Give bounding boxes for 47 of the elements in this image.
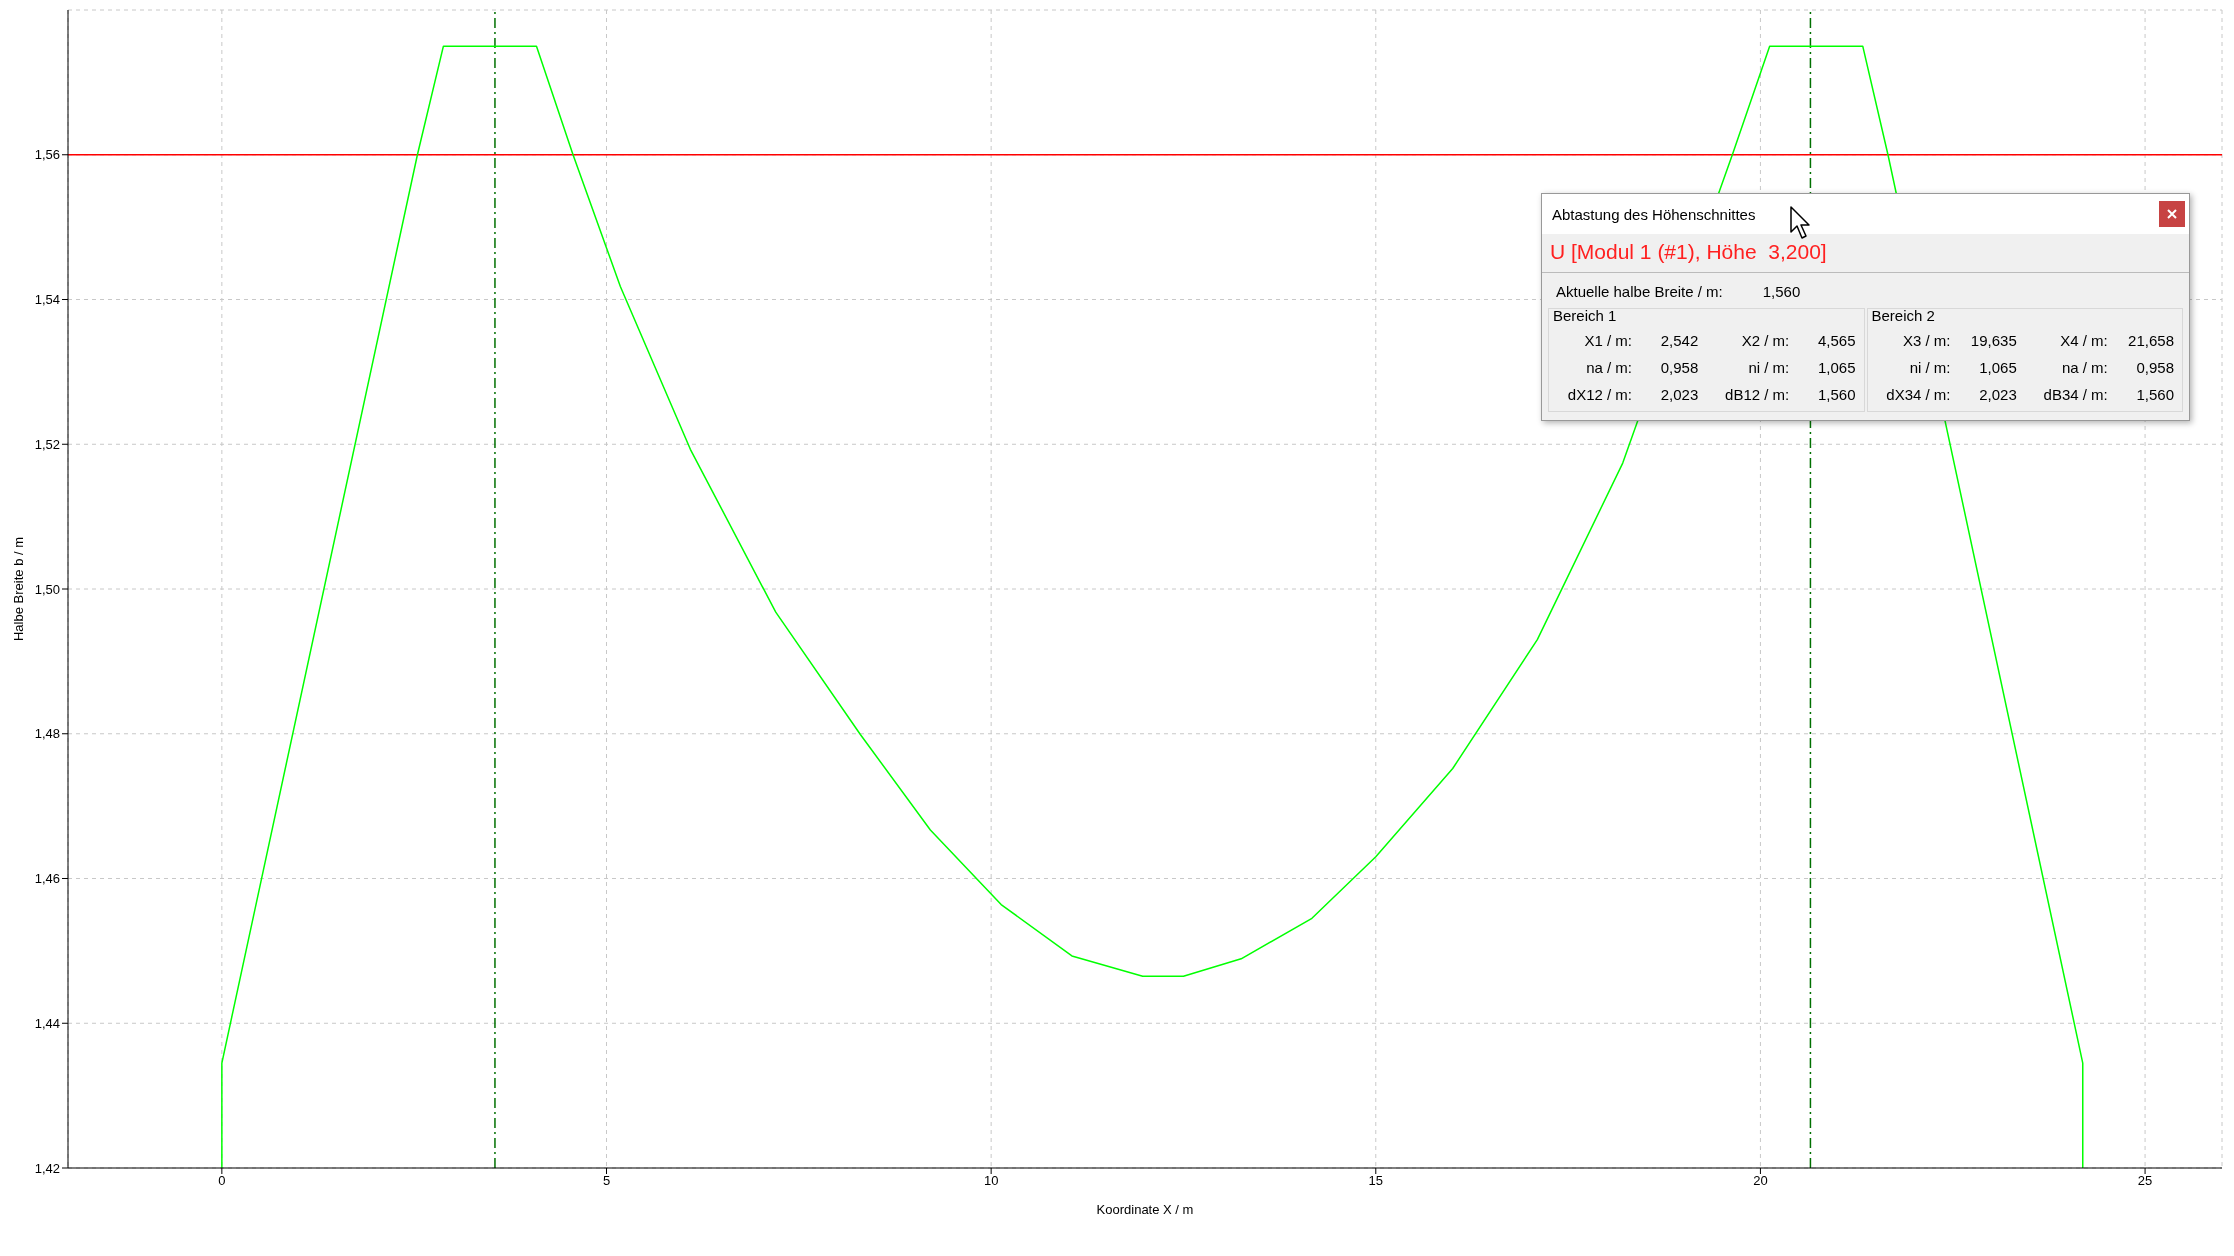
y-tick-label: 1,50 bbox=[34, 581, 60, 597]
annotation: 19,635 bbox=[1969, 332, 2018, 349]
annotation: 1,560 bbox=[1816, 386, 1857, 403]
x-tick-label: 10 bbox=[983, 1173, 999, 1189]
y-tick-label: 1,56 bbox=[34, 147, 60, 163]
annotation: X1 / m: bbox=[1583, 332, 1634, 349]
annotation: Bereich 2 bbox=[1870, 307, 1936, 324]
annotation: 0,958 bbox=[2135, 359, 2175, 376]
annotation: U [Modul 1 (#1), Höhe 3,200] bbox=[1542, 234, 2189, 273]
annotation: 2,023 bbox=[1978, 386, 2018, 403]
y-axis-title: Halbe Breite b / m bbox=[10, 536, 26, 642]
x-tick-label: 20 bbox=[1753, 1173, 1768, 1189]
annotation: 1,065 bbox=[1978, 359, 2018, 376]
x-tick-label: 0 bbox=[218, 1173, 226, 1189]
annotation: ni / m: bbox=[1747, 359, 1791, 376]
y-tick-label: 1,48 bbox=[34, 726, 60, 742]
x-tick-label: 5 bbox=[602, 1173, 611, 1189]
annotation: 2,023 bbox=[1659, 386, 1700, 403]
annotation: 1,065 bbox=[1816, 359, 1857, 376]
x-axis-title: Koordinate X / m bbox=[1096, 1202, 1194, 1217]
annotation: 4,565 bbox=[1816, 332, 1857, 349]
annotation: Aktuelle halbe Breite / m: bbox=[1556, 283, 1723, 300]
annotation: ni / m: bbox=[1908, 359, 1952, 376]
annotation: 2,542 bbox=[1659, 332, 1700, 349]
annotation: X3 / m: bbox=[1902, 332, 1952, 349]
annotation: dX12 / m: bbox=[1566, 386, 1634, 403]
annotation: X2 / m: bbox=[1740, 332, 1791, 349]
line-series bbox=[221, 45, 2084, 1168]
annotation: 1,560 bbox=[2135, 386, 2175, 403]
x-tick-label: 15 bbox=[1368, 1173, 1384, 1189]
annotation: dB12 / m: bbox=[1724, 386, 1791, 403]
annotation: Abtastung des Höhenschnittes bbox=[1552, 205, 1756, 223]
y-tick-label: 1,54 bbox=[34, 292, 60, 308]
annotation: na / m: bbox=[2060, 359, 2109, 376]
annotation: dX34 / m: bbox=[1885, 386, 1952, 403]
y-tick-label: 1,46 bbox=[34, 871, 60, 887]
y-tick-label: 1,44 bbox=[34, 1015, 60, 1031]
annotation: dB34 / m: bbox=[2042, 386, 2109, 403]
annotation: 0,958 bbox=[1659, 359, 1700, 376]
annotation: 21,658 bbox=[2127, 332, 2175, 349]
annotation: X4 / m: bbox=[2059, 332, 2109, 349]
annotation: na / m: bbox=[1585, 359, 1634, 376]
y-tick-label: 1,52 bbox=[34, 436, 60, 452]
x-tick-label: 25 bbox=[2137, 1173, 2153, 1189]
annotation: Bereich 1 bbox=[1552, 307, 1618, 324]
annotation: 1,560 bbox=[1762, 283, 1801, 300]
y-tick-label: 1,42 bbox=[34, 1160, 60, 1176]
